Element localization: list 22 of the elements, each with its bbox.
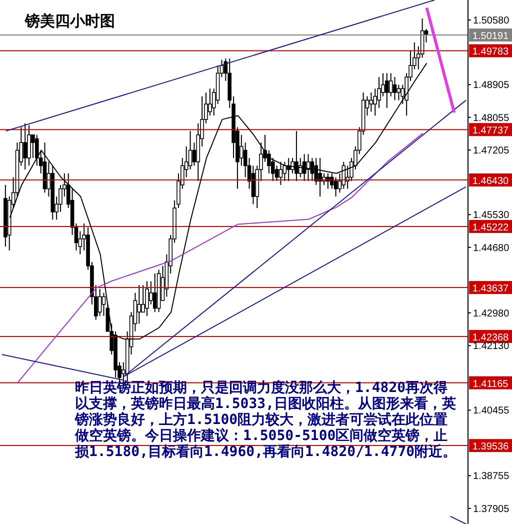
y-tick-label: 1.37905 bbox=[473, 504, 510, 515]
y-tick-label: 1.50580 bbox=[473, 16, 510, 27]
y-tick-label: 1.44680 bbox=[473, 242, 510, 254]
ref-line-label: 1.43637 bbox=[472, 284, 510, 295]
y-tick-label: 1.47205 bbox=[473, 146, 510, 157]
y-tick-label: 1.45530 bbox=[473, 210, 510, 222]
ref-line-label: 1.46430 bbox=[472, 176, 510, 187]
y-tick-label: 1.42130 bbox=[473, 341, 510, 352]
ref-line-label: 1.45222 bbox=[472, 222, 510, 234]
ref-line-label: 1.50191 bbox=[472, 31, 510, 42]
ref-line-label: 1.47737 bbox=[472, 126, 510, 137]
ref-line-label: 1.41165 bbox=[472, 378, 509, 390]
y-tick-label: 1.40455 bbox=[473, 406, 510, 417]
annotation: 昨日英镑正如预期，只是回调力度没那么大，1.4820再次得以支撑，英镑昨日最高1.5033,日图收阳柱。从图形来看，英镑涨势良好，上方1.5100阻力较大，激进者可尝试在此位置做空英镑。今日操作建议：1.5050-5100区间做空英镑，止损1.5180,目标看向1.4960,再看向1.4820/1.4770附近。 bbox=[75, 380, 457, 460]
y-tick-label: 1.48055 bbox=[473, 112, 510, 124]
y-tick-label: 1.42980 bbox=[473, 308, 510, 320]
ref-line-label: 1.39536 bbox=[472, 442, 510, 453]
text: 镑美四小时图 bbox=[25, 12, 115, 31]
y-tick-label: 1.48905 bbox=[473, 80, 510, 92]
y-tick-label: 1.38755 bbox=[473, 471, 510, 482]
ref-line-label: 1.42368 bbox=[472, 332, 510, 344]
ref-line-label: 1.49783 bbox=[472, 46, 510, 58]
